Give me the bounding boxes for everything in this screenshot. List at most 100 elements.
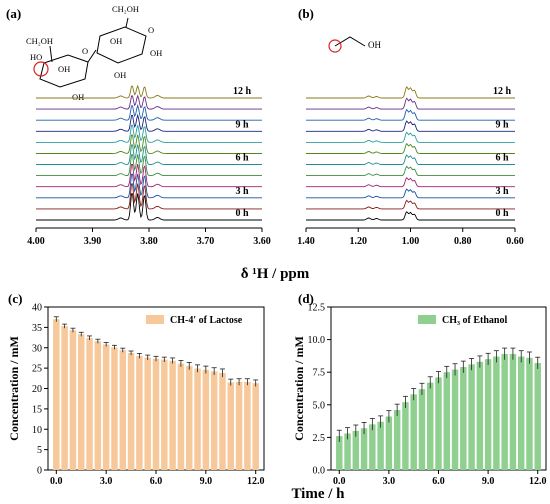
trace-label: 12 h xyxy=(493,86,512,97)
bar xyxy=(210,371,218,470)
spectrum-trace xyxy=(36,193,262,221)
spectrum-trace xyxy=(306,131,515,143)
x-tick-label: 9.0 xyxy=(200,476,213,487)
nmr-x-axis-label: δ ¹H / ppm xyxy=(241,266,310,282)
bar xyxy=(194,368,201,470)
x-tick-label: 3.0 xyxy=(100,476,113,487)
bar xyxy=(86,337,93,470)
x-tick-label: 0.80 xyxy=(454,236,472,247)
trace-label: 6 h xyxy=(235,153,249,164)
legend-swatch xyxy=(146,315,164,324)
y-tick-label: 0 xyxy=(37,466,42,477)
bar xyxy=(219,373,226,470)
spectrum-trace xyxy=(306,120,515,132)
x-tick-label: 12.0 xyxy=(247,476,265,487)
bar xyxy=(443,372,450,470)
trace-label: 6 h xyxy=(495,153,509,164)
bar xyxy=(352,430,360,470)
x-tick-label: 4.00 xyxy=(27,236,45,247)
bar xyxy=(344,433,351,470)
spectrum-trace xyxy=(306,86,515,99)
spectrum-trace xyxy=(36,94,262,110)
svg-text:CH₂OH: CH₂OH xyxy=(112,4,139,14)
spectrum-trace xyxy=(306,154,515,165)
x-tick-label: 1.00 xyxy=(402,236,420,247)
bar xyxy=(227,382,235,470)
y-axis-label: Concentration / mM xyxy=(292,336,306,441)
bar xyxy=(435,377,442,470)
spectrum-trace xyxy=(36,154,262,177)
nmr-panel-a: 4.00 3.90 3.80 3.70 3.60 12 h 9 h 6 h 3 h 0 h xyxy=(27,84,271,247)
spectrum-trace xyxy=(36,103,262,121)
lactose-structure: CH₂OH HO OH OH O CH₂OH O OH OH OH xyxy=(26,4,162,102)
bar xyxy=(53,319,60,470)
x-tick-label: 6.0 xyxy=(150,476,163,487)
ethanol-structure: OH xyxy=(328,36,381,53)
trace-label: 9 h xyxy=(235,119,249,130)
x-tick-label: 0.0 xyxy=(333,476,346,487)
bar xyxy=(177,363,185,470)
bar xyxy=(202,369,210,470)
bar-panel-d: 0.0 2.5 5.0 7.5 10.0 12.5 0.0 3.0 6.0 9.0 12.0 Conc… xyxy=(292,303,547,487)
bar xyxy=(377,421,384,470)
nmr-panel-b: 1.40 1.20 1.00 0.80 0.60 12 h 9 h 6 h 3 h 0 h xyxy=(297,86,524,247)
x-tick-label: 6.0 xyxy=(432,476,445,487)
trace-label: 3 h xyxy=(235,186,249,197)
highlight-circle-lactose xyxy=(33,61,49,77)
legend-label: CH-4′ of Lactose xyxy=(170,315,243,326)
bar xyxy=(493,356,500,470)
x-tick-label: 0.60 xyxy=(506,236,524,247)
bar xyxy=(393,410,401,470)
bar xyxy=(468,364,475,470)
svg-text:OH: OH xyxy=(114,70,126,80)
y-tick-label: 5.0 xyxy=(313,400,326,411)
y-tick-label: 30 xyxy=(32,343,42,354)
bar xyxy=(252,383,259,470)
bar xyxy=(152,358,160,470)
bar xyxy=(484,359,492,470)
bar xyxy=(451,369,459,470)
bar xyxy=(111,347,118,470)
bar xyxy=(69,330,77,470)
x-tick-label: 1.20 xyxy=(350,236,368,247)
bar xyxy=(185,366,193,470)
x-tick-label: 3.60 xyxy=(253,236,271,247)
bar xyxy=(418,389,426,470)
svg-text:OH: OH xyxy=(150,48,162,58)
svg-text:OH: OH xyxy=(58,64,70,74)
bar xyxy=(77,334,85,470)
y-tick-label: 5 xyxy=(37,445,42,456)
y-tick-label: 40 xyxy=(32,303,42,314)
x-tick-label: 9.0 xyxy=(482,476,495,487)
highlight-circle-ethanol xyxy=(328,39,342,53)
bar xyxy=(235,381,243,470)
x-tick-label: 12.0 xyxy=(529,476,547,487)
trace-label: 3 h xyxy=(495,186,509,197)
spectrum-trace xyxy=(36,144,262,165)
y-tick-label: 15 xyxy=(32,404,42,415)
spectrum-trace xyxy=(306,199,515,210)
y-tick-label: 7.5 xyxy=(313,368,326,379)
y-tick-label: 2.5 xyxy=(313,433,326,444)
bar-panel-c: 0 5 10 15 20 25 30 35 40 0.0 3.0 6.0 9.0 12.0 Concentr… xyxy=(7,303,265,487)
x-tick-label: 3.0 xyxy=(383,476,396,487)
y-tick-label: 35 xyxy=(32,323,42,334)
legend-label: CH₃ of Ethanol xyxy=(442,315,507,326)
spectrum-trace xyxy=(306,142,515,154)
svg-text:O: O xyxy=(82,46,88,56)
bar xyxy=(369,424,376,470)
y-tick-label: 25 xyxy=(32,364,42,375)
bar xyxy=(94,341,102,470)
x-tick-label: 0.0 xyxy=(50,476,63,487)
bar xyxy=(501,353,508,470)
x-tick-label: 3.90 xyxy=(84,236,102,247)
trace-label: 12 h xyxy=(233,86,252,97)
y-axis-label: Concentration / mM xyxy=(7,336,21,441)
x-tick-label: 3.80 xyxy=(140,236,158,247)
bar xyxy=(244,381,251,470)
spectrum-trace xyxy=(36,134,262,154)
bar xyxy=(360,428,368,470)
bar xyxy=(336,436,343,470)
trace-label: 0 h xyxy=(235,208,249,219)
spectrum-trace xyxy=(36,124,262,143)
